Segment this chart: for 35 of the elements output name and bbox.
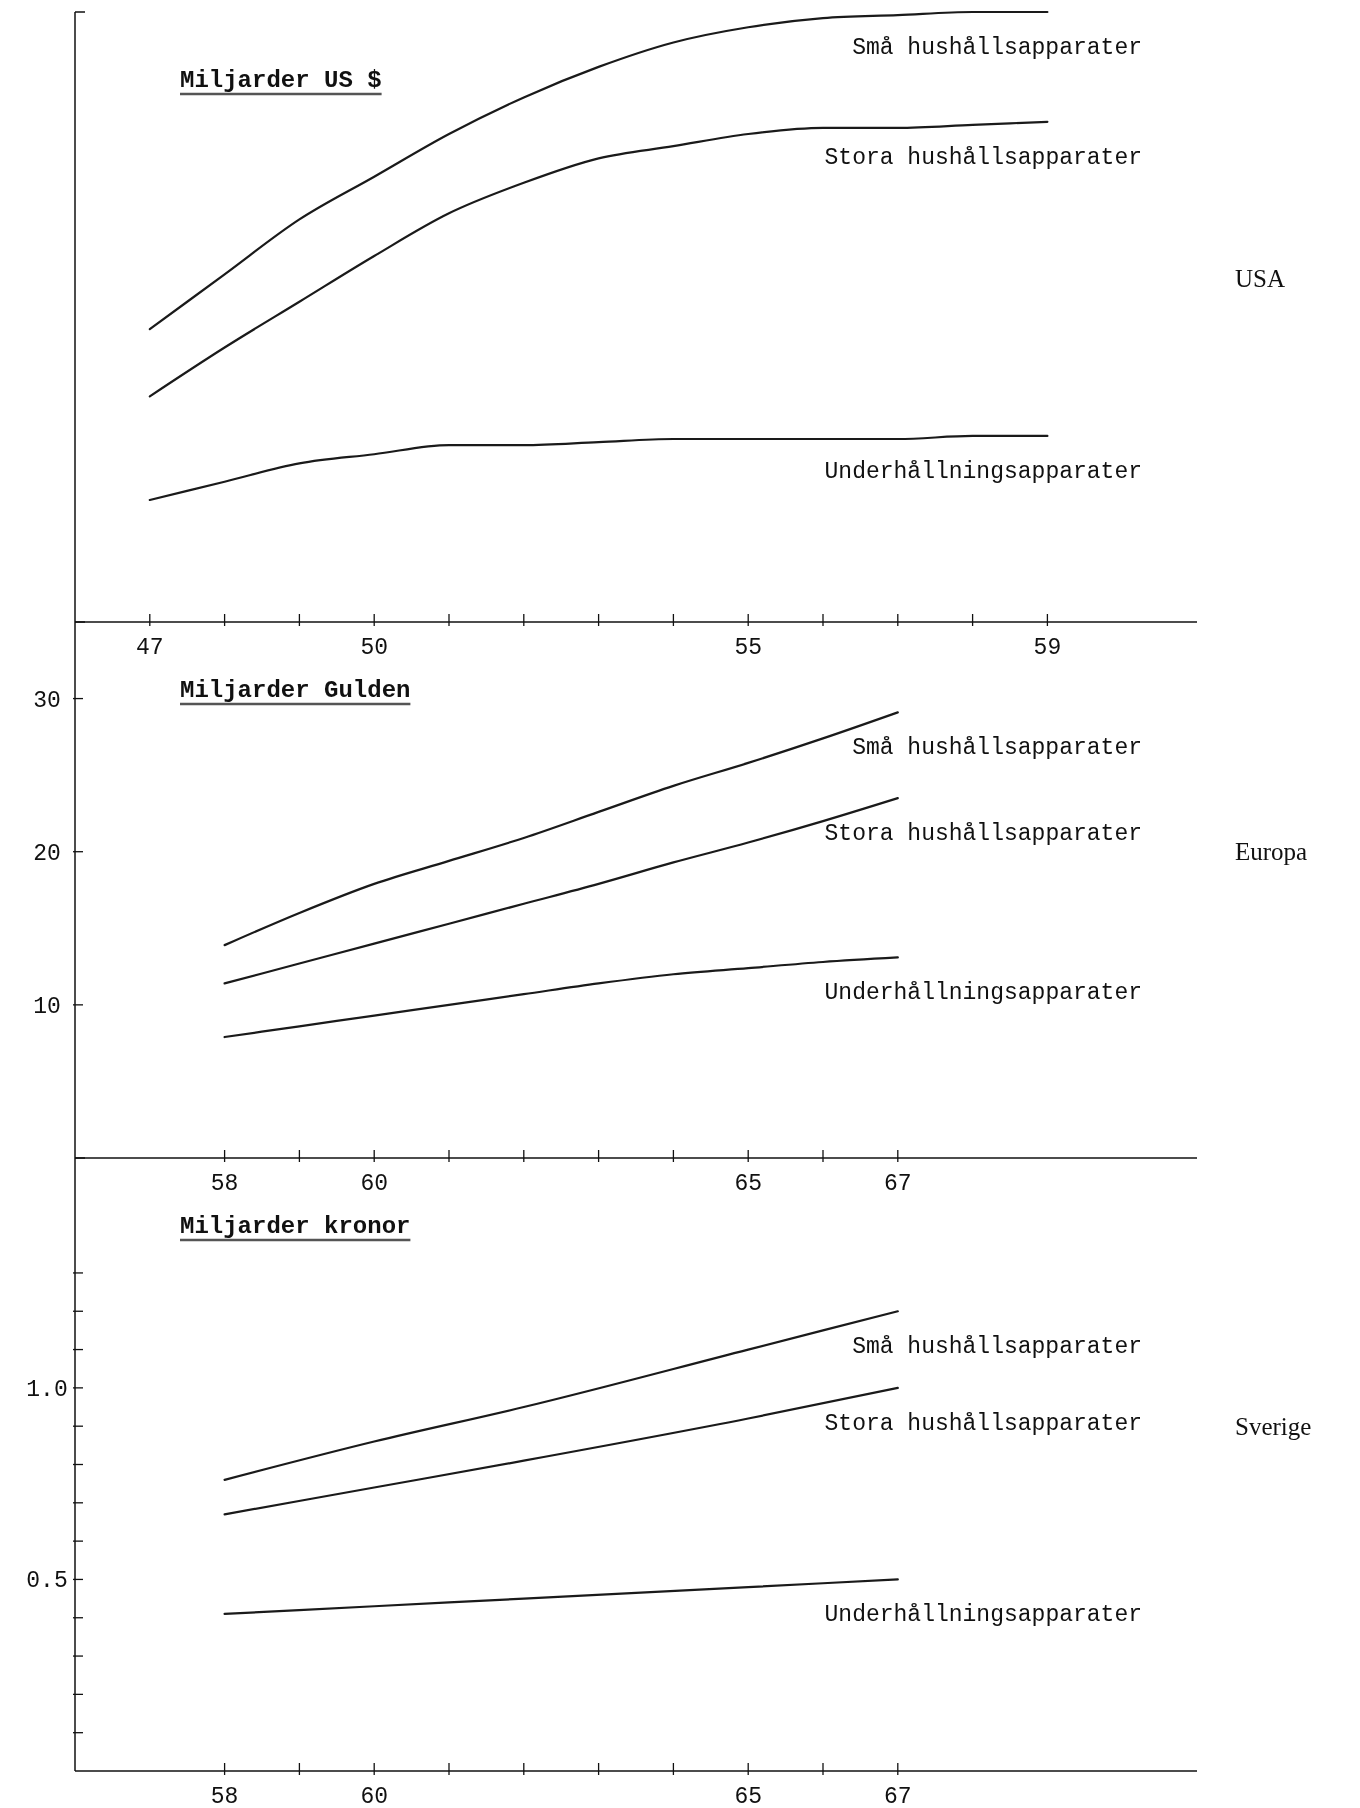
y-tick-label: 0.5 [26,1568,68,1595]
series-label: Underhållningsapparater [824,980,1142,1007]
y-axis-title: Miljarder Gulden [180,677,411,704]
series-label: Underhållningsapparater [824,458,1142,485]
y-axis-title: Miljarder US $ [180,67,382,94]
text: USA [1235,265,1286,292]
y-axis-title: Miljarder kronor [180,1213,411,1240]
text: Europa [1235,838,1308,865]
y-tick-label: 20 [33,840,61,867]
series-label: Små hushållsapparater [852,735,1142,762]
series-label: Små hushållsapparater [852,1334,1142,1361]
series-label: Stora hushållsapparater [824,1410,1142,1437]
y-tick-label: 30 [33,687,61,714]
line-series [223,1386,899,1516]
y-tick-label: 1.0 [26,1376,68,1403]
x-tick-label: 60 [360,1784,388,1808]
line-series [223,711,899,947]
x-tick-label: 55 [734,635,762,661]
x-tick-label: 47 [136,635,164,661]
line-series [223,1310,899,1481]
x-tick-label: 58 [210,1171,239,1197]
text: Sverige [1235,1412,1312,1440]
x-tick-label: 50 [360,635,388,661]
x-tick-label: 59 [1033,635,1062,661]
series-label: Stora hushållsapparater [824,144,1142,171]
series-label: Små hushållsapparater [852,35,1142,61]
x-tick-label: 67 [884,1171,912,1197]
x-tick-label: 60 [360,1171,388,1197]
series-label: Stora hushållsapparater [824,821,1142,848]
x-tick-label: 65 [734,1171,762,1197]
x-tick-label: 65 [734,1784,762,1808]
x-tick-label: 58 [210,1784,239,1808]
series-label: Underhållningsapparater [824,1602,1142,1629]
y-tick-label: 10 [33,993,61,1020]
x-tick-label: 67 [884,1784,912,1808]
